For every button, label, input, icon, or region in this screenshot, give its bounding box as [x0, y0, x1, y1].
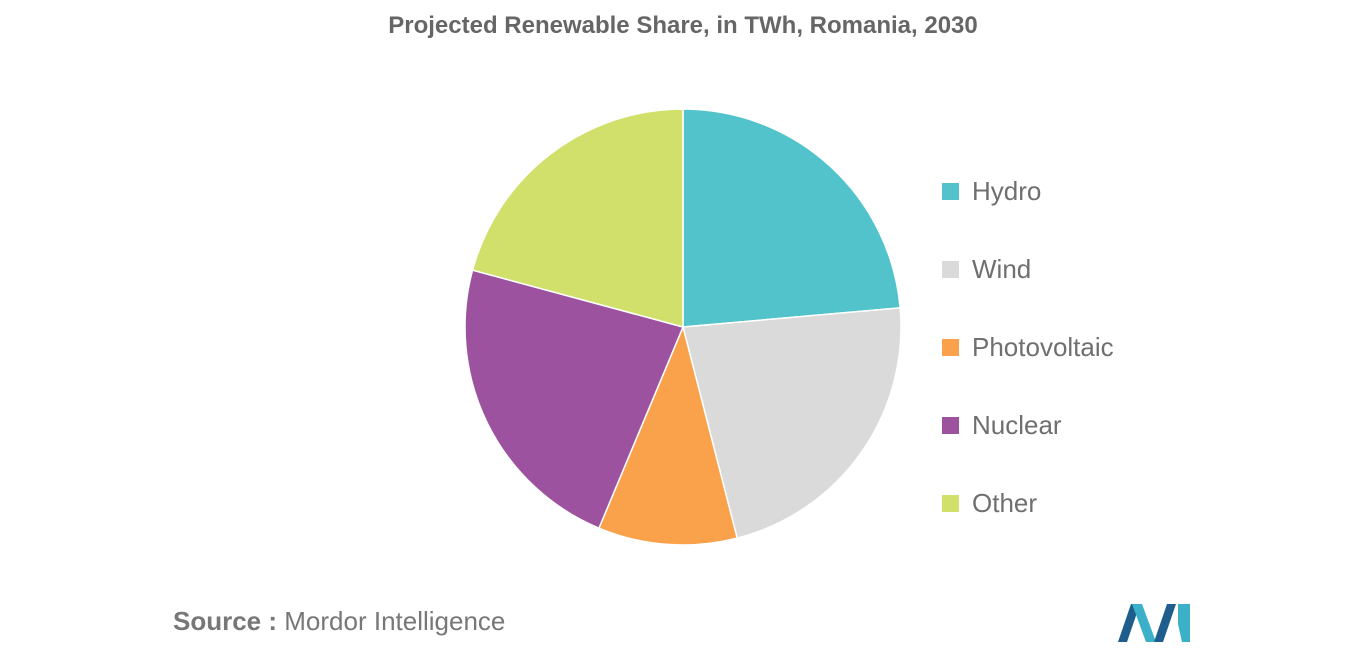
chart-title: Projected Renewable Share, in TWh, Roman… [388, 12, 978, 39]
logo-left-light [1132, 604, 1156, 642]
legend-swatch-other [942, 494, 959, 512]
logo-right-light [1178, 604, 1190, 642]
legend-swatch-photovoltaic [942, 338, 959, 356]
legend-label-photovoltaic: Photovoltaic [972, 331, 1114, 362]
source-line: Source : Mordor Intelligence [173, 606, 505, 637]
pie-slice-hydro [682, 108, 901, 328]
mordor-intelligence-logo-icon [1118, 604, 1190, 642]
logo-left-dark [1118, 604, 1140, 642]
legend-swatch-nuclear [942, 416, 959, 434]
legend-label-other: Other [972, 487, 1038, 518]
legend-label-wind: Wind [972, 253, 1032, 284]
pie-slice-other [471, 108, 684, 328]
legend-item-wind: Wind [942, 230, 1114, 308]
legend-swatch-wind [942, 260, 959, 278]
legend-item-other: Other [942, 464, 1114, 542]
source-value: Mordor Intelligence [284, 606, 506, 636]
pie-slice-nuclear [464, 269, 685, 530]
logo-right-dark [1154, 604, 1176, 642]
chart-legend: Hydro Wind Photovoltaic Nuclear Other [942, 152, 1114, 542]
legend-item-photovoltaic: Photovoltaic [942, 308, 1114, 386]
legend-swatch-hydro [942, 182, 959, 200]
legend-item-hydro: Hydro [942, 152, 1114, 230]
pie-slice-photovoltaic [597, 324, 739, 546]
legend-label-nuclear: Nuclear [972, 409, 1062, 440]
pie-slice-wind [682, 307, 902, 540]
legend-label-hydro: Hydro [972, 175, 1042, 206]
source-key: Source : [173, 606, 278, 636]
legend-item-nuclear: Nuclear [942, 386, 1114, 464]
